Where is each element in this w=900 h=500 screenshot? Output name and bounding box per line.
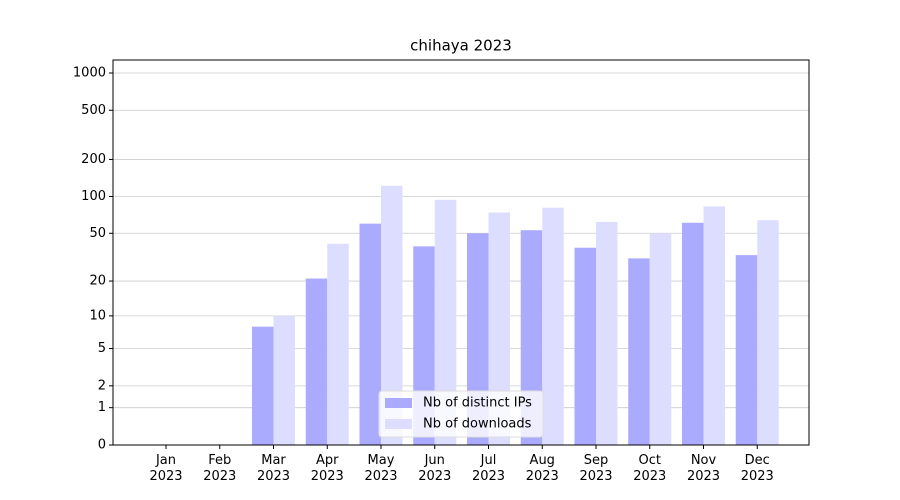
- legend: Nb of distinct IPs Nb of downloads: [378, 390, 544, 438]
- legend-frame: [378, 390, 544, 438]
- chart-title: chihaya 2023: [410, 37, 512, 55]
- bar: [542, 207, 564, 445]
- bar: [735, 255, 758, 445]
- bar: [682, 222, 704, 445]
- x-tick-label: Feb 2023: [203, 453, 237, 484]
- x-tick-label: Sep 2023: [579, 453, 613, 484]
- x-tick-label: Apr 2023: [310, 453, 344, 484]
- y-tick-label: 200: [81, 152, 106, 167]
- legend-label: Nb of downloads: [423, 417, 532, 432]
- x-tick-label: Dec 2023: [740, 453, 774, 484]
- x-tick-label: Jan 2023: [149, 453, 183, 484]
- plot-frame: [112, 59, 810, 446]
- bar: [628, 258, 650, 445]
- x-tick-label: Jun 2023: [418, 453, 452, 484]
- y-tick-label: 10: [89, 308, 106, 323]
- legend-swatch: [385, 398, 412, 408]
- x-tick-label: May 2023: [364, 453, 398, 484]
- y-tick-label: 20: [89, 274, 106, 289]
- y-tick-label: 1000: [73, 65, 106, 80]
- y-tick-label: 100: [81, 189, 106, 204]
- x-tick-label: Aug 2023: [525, 453, 559, 484]
- bar: [252, 326, 274, 445]
- x-tick-label: Mar 2023: [256, 453, 291, 484]
- bar: [757, 220, 779, 445]
- bar: [305, 278, 328, 445]
- x-tick-label: Oct 2023: [633, 453, 667, 484]
- bar: [488, 212, 510, 445]
- bar: [434, 199, 457, 445]
- y-tick-label: 1: [98, 400, 106, 415]
- bar: [359, 223, 381, 445]
- bar: [327, 243, 349, 445]
- legend-swatch: [385, 419, 412, 429]
- x-tick-label: Nov 2023: [686, 453, 721, 484]
- y-tick-label: 0: [98, 438, 106, 453]
- x-tick-label: Jul 2023: [471, 453, 506, 484]
- bar: [381, 185, 403, 445]
- bar: [273, 315, 295, 445]
- bar: [703, 206, 725, 445]
- y-tick-label: 50: [89, 226, 106, 241]
- y-tick-label: 5: [98, 341, 106, 356]
- bar: [596, 221, 618, 445]
- y-tick-label: 500: [81, 103, 106, 118]
- y-tick-label: 2: [98, 378, 106, 393]
- legend-label: Nb of distinct IPs: [423, 396, 532, 411]
- bar: [649, 233, 672, 445]
- bar: [574, 247, 596, 445]
